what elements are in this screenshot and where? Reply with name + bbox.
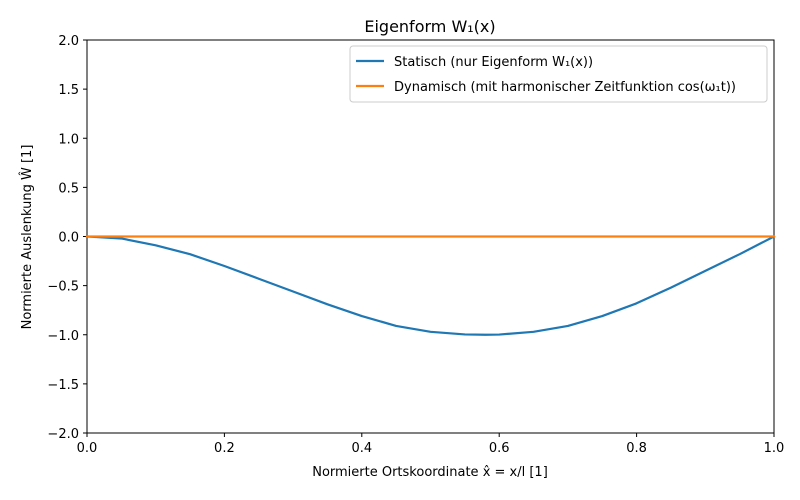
y-tick-label: 1.5 bbox=[58, 83, 79, 98]
x-tick-label: 0.0 bbox=[77, 441, 98, 456]
y-tick-label: −0.5 bbox=[47, 280, 79, 295]
x-tick-label: 0.6 bbox=[489, 441, 510, 456]
x-tick-label: 1.0 bbox=[764, 441, 785, 456]
legend-box bbox=[349, 45, 768, 103]
y-axis-ticks: −2.0 −1.5 −1.0 −0.5 0.0 0.5 1.0 1.5 2.0 bbox=[47, 34, 87, 442]
y-tick-label: 0.0 bbox=[58, 231, 79, 246]
y-tick-label: 1.0 bbox=[58, 132, 79, 147]
x-axis-title: Normierte Ortskoordinate x̂ = x/l [1] bbox=[312, 465, 548, 480]
x-axis-ticks: 0.0 0.2 0.4 0.6 0.8 1.0 bbox=[77, 433, 785, 456]
x-tick-label: 0.2 bbox=[214, 441, 235, 456]
x-tick-label: 0.4 bbox=[351, 441, 372, 456]
y-tick-label: 2.0 bbox=[58, 34, 79, 49]
y-tick-label: −2.0 bbox=[47, 427, 79, 442]
legend-label: Statisch (nur Eigenform W₁(x)) bbox=[394, 55, 593, 70]
chart-title: Eigenform W₁(x) bbox=[364, 17, 495, 36]
y-tick-label: −1.5 bbox=[47, 378, 79, 393]
y-tick-label: −1.0 bbox=[47, 329, 79, 344]
series-line-statisch bbox=[85, 235, 776, 336]
x-tick-label: 0.8 bbox=[626, 441, 647, 456]
legend: Statisch (nur Eigenform W₁(x)) Dynamisch … bbox=[349, 45, 768, 103]
series-layer bbox=[85, 235, 776, 336]
y-axis-title: Normierte Auslenkung Ŵ [1] bbox=[19, 145, 35, 330]
legend-label: Dynamisch (mit harmonischer Zeitfunktion… bbox=[394, 80, 736, 95]
y-tick-label: 0.5 bbox=[58, 181, 79, 196]
